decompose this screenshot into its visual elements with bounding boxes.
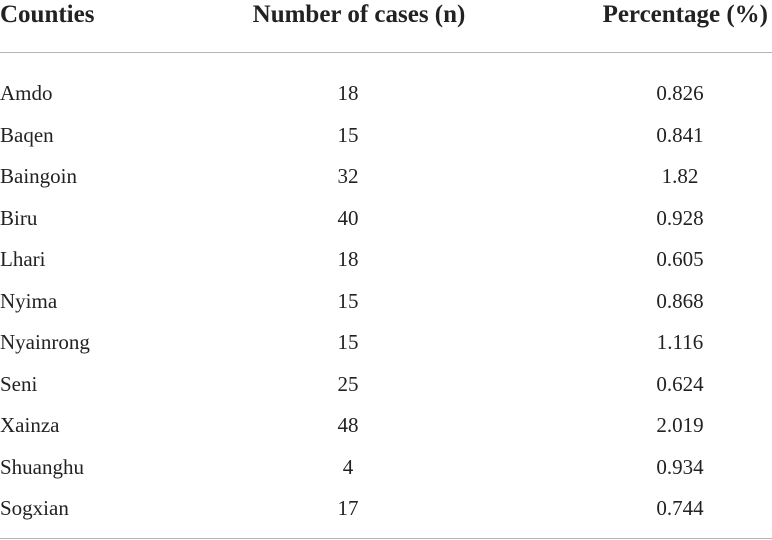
table-row: Baqen 15 0.841: [0, 115, 772, 157]
percentage-cell: 0.744: [656, 496, 704, 521]
table-bottom-rule: [0, 538, 772, 539]
percentage-cell: 0.928: [656, 205, 704, 230]
cases-cell: 25: [337, 371, 359, 396]
table-row: Shuanghu 4 0.934: [0, 447, 772, 489]
cases-cell: 18: [337, 247, 359, 272]
percentage-cell: 0.624: [656, 371, 704, 396]
header-number-of-cases: Number of cases (n): [252, 1, 466, 28]
cases-cell: 15: [337, 288, 359, 313]
county-cell: Seni: [0, 371, 38, 396]
percentage-cell: 0.868: [656, 288, 704, 313]
percentage-cell: 2.019: [656, 413, 704, 438]
county-cell: Biru: [0, 205, 38, 230]
percentage-cell: 1.116: [656, 330, 704, 355]
county-cell: Lhari: [0, 247, 46, 272]
table-row: Nyainrong 15 1.116: [0, 322, 772, 364]
county-cell: Baqen: [0, 122, 54, 147]
table-row: Baingoin 32 1.82: [0, 156, 772, 198]
percentage-cell: 0.605: [656, 247, 704, 272]
cases-cell: 17: [337, 496, 359, 521]
county-cell: Nyima: [0, 288, 58, 313]
cases-cell: 4: [342, 454, 354, 479]
table-row: Lhari 18 0.605: [0, 239, 772, 281]
county-cell: Baingoin: [0, 164, 77, 189]
cases-cell: 15: [337, 330, 359, 355]
county-cell: Nyainrong: [0, 330, 90, 355]
header-counties: Counties: [0, 1, 95, 28]
percentage-cell: 1.82: [661, 164, 699, 189]
table-row: Biru 40 0.928: [0, 198, 772, 240]
table-row: Amdo 18 0.826: [0, 73, 772, 115]
table-row: Seni 25 0.624: [0, 364, 772, 406]
table-row: Nyima 15 0.868: [0, 281, 772, 323]
table-header: Counties Number of cases (n) Percentage …: [0, 0, 772, 53]
table-row: Sogxian 17 0.744: [0, 488, 772, 530]
cases-cell: 32: [337, 164, 359, 189]
cases-cell: 15: [337, 122, 359, 147]
cases-cell: 48: [337, 413, 359, 438]
table-row: Xainza 48 2.019: [0, 405, 772, 447]
county-cell: Xainza: [0, 413, 60, 438]
county-cell: Sogxian: [0, 496, 69, 521]
county-cell: Amdo: [0, 81, 53, 106]
percentage-cell: 0.934: [656, 454, 704, 479]
county-cell: Shuanghu: [0, 454, 84, 479]
cases-cell: 40: [337, 205, 359, 230]
table-body: Amdo 18 0.826 Baqen 15 0.841 Baingoin 32…: [0, 53, 772, 530]
cases-cell: 18: [337, 81, 359, 106]
percentage-cell: 0.841: [656, 122, 704, 147]
header-percentage: Percentage (%): [602, 1, 768, 28]
percentage-cell: 0.826: [656, 81, 704, 106]
